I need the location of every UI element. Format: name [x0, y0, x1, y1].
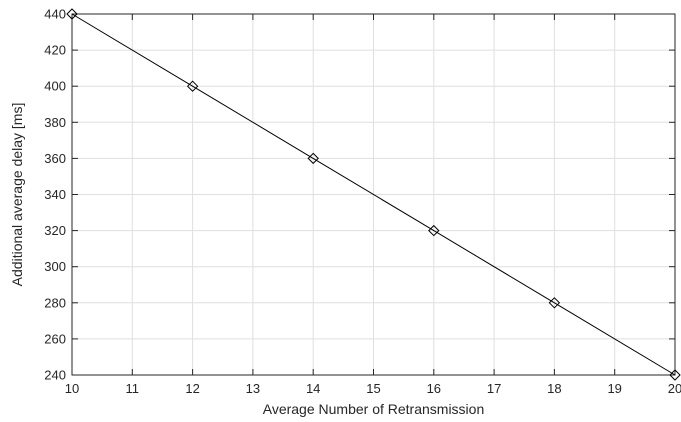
x-tick-label: 15 — [366, 381, 380, 396]
data-point-diamond — [186, 80, 199, 92]
data-point-diamond — [669, 369, 681, 381]
x-tick-label: 13 — [246, 381, 260, 396]
y-tick-label: 360 — [44, 151, 66, 166]
data-point-diamond — [428, 224, 440, 237]
series-layer — [66, 8, 681, 381]
x-tick-label: 17 — [487, 381, 501, 396]
x-axis-title: Average Number of Retransmission — [263, 401, 485, 417]
x-tick-label: 20 — [668, 381, 681, 396]
y-tick-label: 320 — [44, 223, 66, 238]
y-tick-label: 260 — [44, 331, 66, 346]
x-tick-label: 16 — [427, 381, 441, 396]
x-axis-ticks: 10 11 12 13 14 15 16 17 18 19 20 — [65, 14, 681, 396]
data-point-diamond — [66, 8, 78, 20]
y-tick-label: 440 — [44, 7, 66, 22]
x-tick-label: 18 — [547, 381, 561, 396]
x-tick-label: 11 — [126, 381, 140, 396]
y-tick-label: 380 — [44, 115, 66, 130]
y-tick-label: 240 — [44, 368, 66, 383]
y-tick-label: 420 — [44, 43, 66, 58]
data-point-diamond — [307, 152, 319, 165]
y-tick-label: 400 — [44, 79, 66, 94]
y-tick-label: 300 — [44, 259, 66, 274]
y-axis-ticks: 240 260 280 300 320 340 360 380 400 420 440 — [44, 7, 675, 383]
data-point-diamond — [548, 297, 561, 309]
y-axis-title: Additional average delay [ms] — [9, 103, 25, 287]
x-tick-label: 10 — [65, 381, 79, 396]
series-line — [71, 13, 676, 376]
x-tick-label: 19 — [607, 381, 621, 396]
x-tick-label: 12 — [185, 381, 199, 396]
x-tick-label: 14 — [306, 381, 320, 396]
y-tick-label: 340 — [44, 187, 66, 202]
y-tick-label: 280 — [44, 295, 66, 310]
